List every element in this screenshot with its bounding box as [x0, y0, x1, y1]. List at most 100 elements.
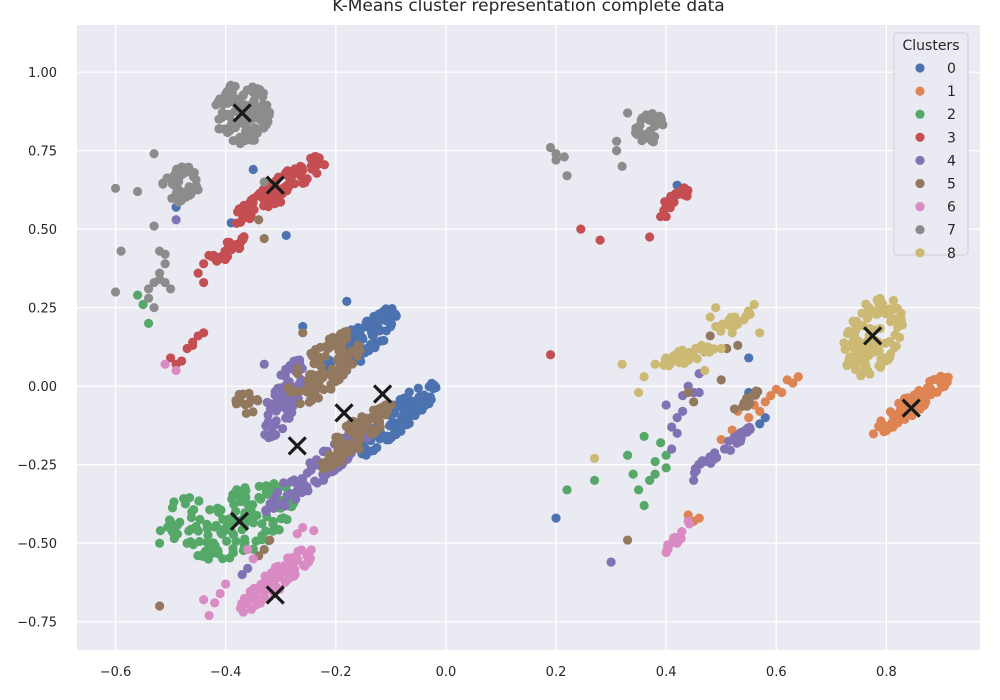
data-point	[302, 482, 312, 492]
data-point	[267, 198, 277, 208]
data-point	[364, 319, 374, 329]
data-point	[939, 375, 949, 385]
data-point	[154, 246, 165, 256]
data-point	[896, 308, 906, 318]
data-point	[295, 386, 305, 396]
data-point	[862, 313, 873, 323]
data-point	[229, 95, 239, 105]
data-point	[199, 328, 209, 338]
data-point	[253, 396, 263, 406]
data-point	[243, 544, 253, 555]
data-point	[259, 591, 269, 601]
data-point	[322, 344, 333, 354]
data-point	[729, 404, 740, 414]
data-point	[154, 538, 165, 548]
data-point	[319, 384, 329, 395]
data-point	[672, 428, 682, 438]
data-point	[760, 412, 770, 423]
data-point	[545, 142, 556, 153]
data-point	[551, 513, 561, 523]
data-point	[281, 230, 291, 241]
data-point	[874, 346, 884, 356]
data-point	[284, 573, 294, 584]
legend-marker	[915, 248, 925, 258]
legend-item-6: 6	[915, 200, 956, 216]
legend-marker	[915, 132, 925, 142]
data-point	[293, 554, 303, 564]
data-point	[724, 316, 734, 327]
data-point	[261, 487, 271, 497]
data-point	[285, 174, 295, 184]
data-point	[888, 410, 898, 421]
data-point	[110, 183, 121, 193]
data-point	[241, 408, 251, 418]
data-point	[617, 161, 627, 171]
data-point	[424, 382, 434, 392]
data-point	[160, 359, 170, 369]
data-point	[895, 332, 905, 343]
data-point	[883, 304, 894, 314]
data-point	[661, 463, 671, 473]
x-tick-label: 0.6	[766, 665, 787, 680]
legend-label: 7	[947, 223, 956, 239]
data-point	[149, 303, 159, 313]
data-point	[711, 303, 721, 313]
data-point	[545, 350, 556, 360]
data-point	[672, 412, 682, 423]
data-point	[617, 359, 627, 369]
data-point	[337, 366, 347, 376]
data-point	[284, 413, 294, 423]
data-point	[864, 347, 874, 357]
legend-marker	[915, 202, 925, 212]
legend-label: 5	[947, 177, 956, 193]
data-point	[248, 164, 258, 175]
data-point	[166, 353, 176, 363]
data-point	[319, 368, 329, 378]
data-point	[138, 299, 148, 310]
legend-label: 4	[947, 153, 956, 169]
data-point	[255, 85, 265, 95]
data-point	[259, 359, 269, 369]
data-point	[221, 579, 231, 589]
data-point	[250, 111, 260, 122]
data-point	[332, 438, 342, 448]
data-point	[346, 346, 356, 357]
centroid-marker	[287, 436, 307, 456]
data-point	[143, 293, 154, 303]
data-point	[656, 438, 666, 448]
data-point	[132, 186, 143, 197]
data-point	[167, 193, 177, 203]
data-point	[228, 529, 239, 540]
data-point	[240, 534, 250, 544]
data-point	[307, 350, 317, 361]
data-point	[661, 548, 671, 558]
data-point	[658, 120, 668, 130]
series-8	[589, 293, 907, 464]
data-point	[238, 389, 248, 399]
data-point	[709, 344, 719, 354]
data-point	[259, 177, 269, 187]
data-point	[677, 345, 687, 355]
data-point	[283, 382, 293, 393]
data-point	[277, 500, 287, 510]
data-point	[382, 435, 392, 445]
data-point	[876, 416, 886, 426]
data-point	[292, 479, 303, 490]
data-point	[749, 299, 759, 310]
data-point	[280, 371, 290, 381]
data-point	[736, 432, 747, 442]
y-axis-ticks: −0.75 −0.50 −0.25 0.00 0.25 0.50 0.75 1.00	[17, 66, 57, 631]
data-point	[876, 354, 886, 364]
data-point	[889, 342, 900, 353]
data-point	[265, 404, 275, 414]
data-point	[248, 554, 258, 564]
data-point	[875, 294, 885, 304]
data-point	[683, 355, 693, 365]
data-point	[160, 277, 170, 288]
y-tick-label: 0.75	[28, 145, 57, 160]
y-tick-label: 1.00	[28, 66, 57, 81]
data-point	[186, 524, 196, 534]
x-tick-label: 0.4	[656, 665, 677, 680]
legend-item-8: 8	[915, 246, 956, 262]
data-point	[595, 235, 605, 245]
